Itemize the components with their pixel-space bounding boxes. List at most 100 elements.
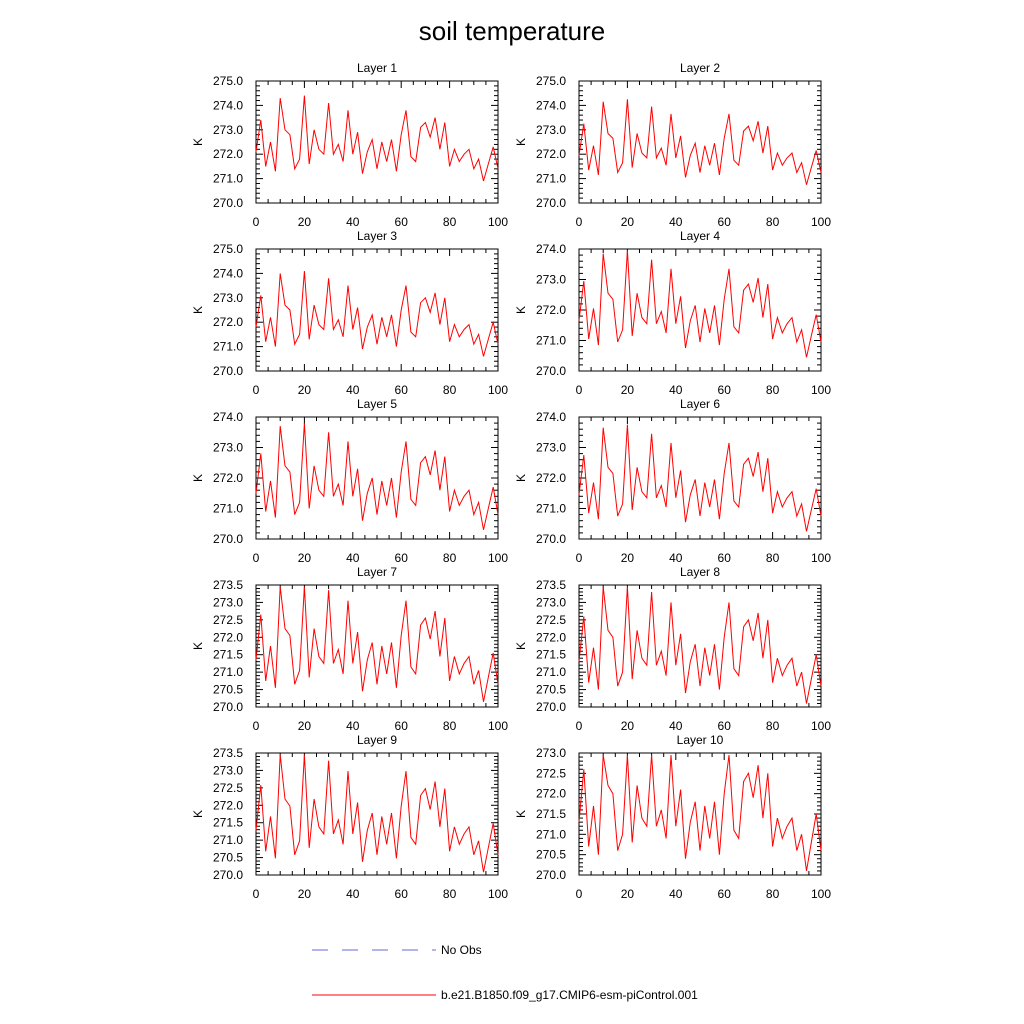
y-tick-label: 274.0 [213,410,243,424]
x-tick-label: 100 [811,383,831,397]
y-tick-label: 274.0 [536,410,566,424]
series-line [578,250,822,358]
y-tick-label: 272.0 [536,787,566,801]
y-tick-label: 275.0 [536,74,566,88]
x-tick-label: 40 [669,887,683,901]
y-tick-label: 273.0 [213,123,243,137]
panel-layer-9: Layer 9 K 0 20 40 60 80 100 270.0 270.5 271.0 271.5… [191,733,508,901]
y-tick-label: 273.0 [536,123,566,137]
y-axis-label: K [514,138,528,146]
series-line [255,423,499,530]
series-line [255,270,499,357]
panel-title: Layer 4 [680,229,720,243]
plot-frame [578,752,822,876]
x-tick-label: 80 [766,215,780,229]
x-tick-label: 60 [395,719,409,733]
y-tick-label: 275.0 [213,74,243,88]
x-tick-label: 20 [621,719,635,733]
x-tick-label: 40 [346,719,360,733]
plot-frame [578,80,822,204]
x-tick-label: 0 [576,551,583,565]
x-tick-label: 20 [621,551,635,565]
plot-frame [255,752,499,876]
x-tick-label: 40 [346,383,360,397]
panel-title: Layer 8 [680,565,720,579]
panel-title: Layer 5 [357,397,397,411]
y-tick-label: 270.0 [213,700,243,714]
x-tick-label: 40 [346,887,360,901]
y-tick-label: 272.0 [213,471,243,485]
y-tick-label: 272.0 [213,630,243,644]
y-axis-label: K [514,810,528,818]
legend-item-model: b.e21.B1850.f09_g17.CMIP6-esm-piControl.… [312,988,698,1002]
y-tick-label: 273.0 [536,273,566,287]
panel-title: Layer 2 [680,61,720,75]
x-tick-label: 40 [669,719,683,733]
x-tick-label: 0 [253,551,260,565]
y-tick-label: 272.0 [536,471,566,485]
series-line [578,586,822,704]
panel-layer-7: Layer 7 K 0 20 40 60 80 100 270.0 270.5 271.0 271.5… [191,565,508,733]
x-tick-label: 100 [811,719,831,733]
y-tick-label: 271.0 [213,833,243,847]
y-tick-label: 270.5 [213,683,243,697]
panel-layer-5: Layer 5 K 0 20 40 60 80 100 270.0 271.0 272.0 273.0… [191,397,508,565]
x-tick-label: 60 [718,383,732,397]
series-line [578,99,822,185]
plot-frame [578,416,822,540]
y-tick-label: 271.0 [213,502,243,516]
plot-frame [578,584,822,708]
y-tick-label: 270.5 [536,683,566,697]
x-tick-label: 0 [253,215,260,229]
y-tick-label: 273.0 [536,595,566,609]
y-tick-label: 273.5 [213,746,243,760]
y-axis-label: K [514,474,528,482]
panel-title: Layer 10 [677,733,724,747]
y-tick-label: 270.0 [536,868,566,882]
y-tick-label: 271.0 [536,172,566,186]
x-tick-label: 100 [488,215,508,229]
y-axis-label: K [514,642,528,650]
y-axis-label: K [514,306,528,314]
panel-title: Layer 6 [680,397,720,411]
x-tick-label: 20 [298,551,312,565]
y-tick-label: 272.0 [213,315,243,329]
y-tick-label: 271.5 [213,648,243,662]
y-tick-label: 273.0 [213,763,243,777]
x-tick-label: 80 [443,383,457,397]
panel-layer-1: Layer 1 K 0 20 40 60 80 100 270.0 271.0 272.0 273.0… [191,61,508,229]
y-tick-label: 275.0 [213,242,243,256]
y-tick-label: 270.0 [213,532,243,546]
x-tick-label: 0 [576,215,583,229]
y-axis-label: K [191,474,205,482]
x-tick-label: 80 [443,215,457,229]
x-tick-label: 100 [811,887,831,901]
x-tick-label: 20 [298,215,312,229]
y-tick-label: 273.5 [213,578,243,592]
x-tick-label: 0 [253,887,260,901]
y-tick-label: 273.0 [536,746,566,760]
y-tick-label: 271.0 [213,172,243,186]
x-tick-label: 80 [766,383,780,397]
y-axis-label: K [191,306,205,314]
x-tick-label: 80 [443,719,457,733]
legend: No Obs b.e21.B1850.f09_g17.CMIP6-esm-piC… [312,943,698,1002]
panels-group: Layer 1 K 0 20 40 60 80 100 270.0 271.0 272.0 273.0… [191,61,831,901]
y-tick-label: 270.5 [536,848,566,862]
y-tick-label: 272.5 [536,613,566,627]
y-tick-label: 271.0 [536,334,566,348]
x-tick-label: 100 [488,383,508,397]
x-tick-label: 80 [766,719,780,733]
x-tick-label: 40 [346,551,360,565]
y-tick-label: 272.0 [536,630,566,644]
plot-frame [578,248,822,372]
series-line [255,586,499,702]
x-tick-label: 40 [669,383,683,397]
x-tick-label: 20 [621,215,635,229]
x-tick-label: 0 [253,383,260,397]
panel-layer-4: Layer 4 K 0 20 40 60 80 100 270.0 271.0 272.0 273.0… [514,229,831,397]
y-tick-label: 273.0 [213,441,243,455]
y-tick-label: 271.5 [213,816,243,830]
panel-title: Layer 3 [357,229,397,243]
